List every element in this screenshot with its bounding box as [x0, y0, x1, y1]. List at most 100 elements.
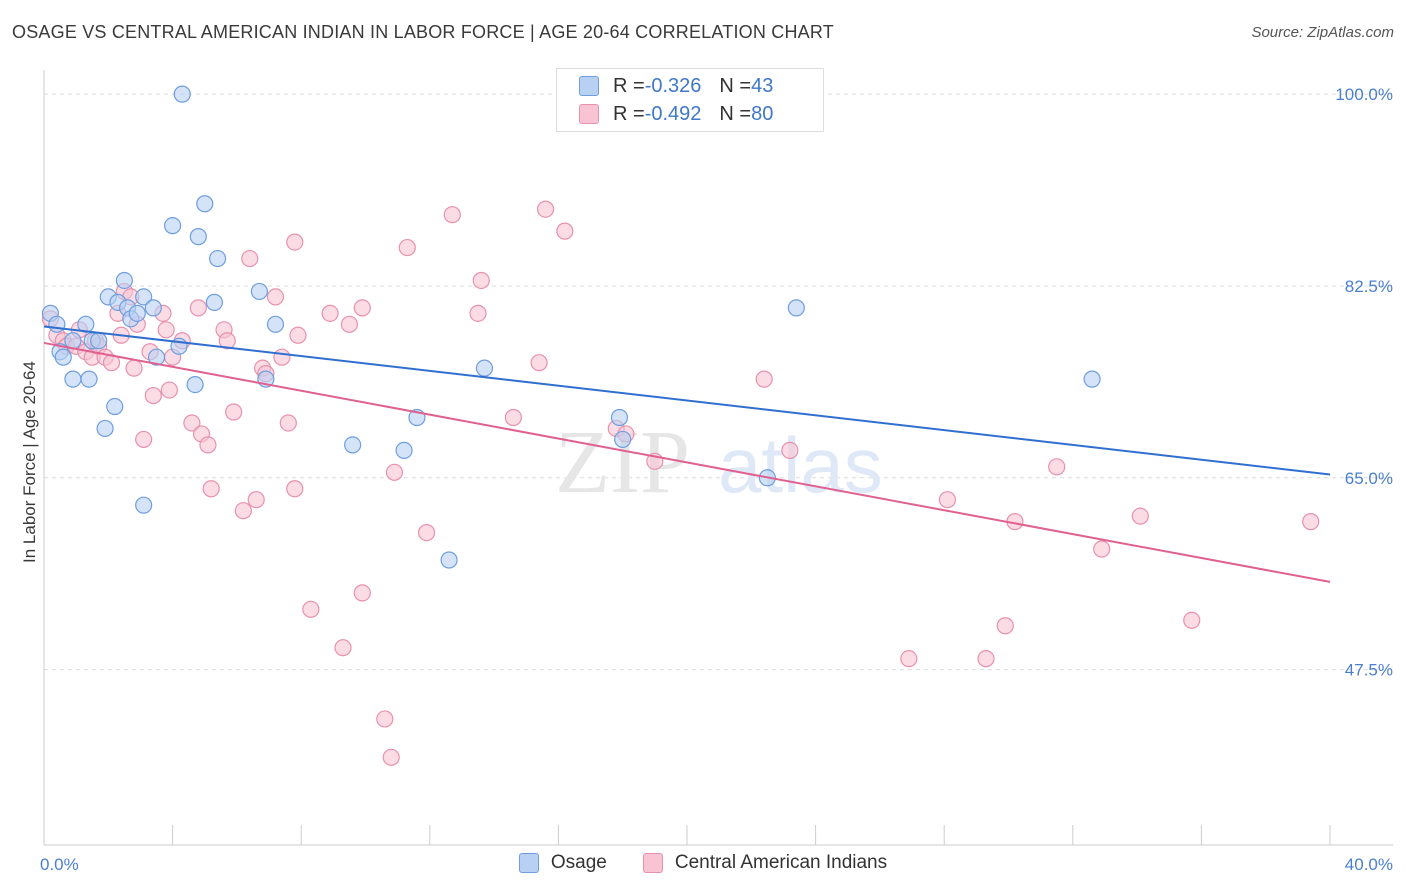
cai-point-52: [382, 748, 400, 766]
cai-point-27: [189, 299, 207, 317]
series-legend: Osage Central American Indians: [0, 852, 1406, 874]
cai-point-51: [376, 710, 394, 728]
source-credit: Source: ZipAtlas.com: [1251, 24, 1394, 41]
cai-point-60: [530, 354, 548, 372]
cai-point-23: [160, 381, 178, 399]
cai-legend-label: Central American Indians: [674, 852, 888, 873]
cai-point-68: [900, 650, 918, 668]
osage-point-5: [64, 370, 82, 388]
grid-lines: [44, 93, 1393, 671]
osage-point-18: [135, 288, 153, 306]
cai-trend-line: [43, 341, 1331, 583]
cai-n-value: 80: [751, 102, 774, 125]
cai-point-41: [279, 414, 297, 432]
cai-point-69: [938, 491, 957, 509]
cai-point-77: [1302, 513, 1320, 531]
osage-point-3: [54, 348, 72, 366]
osage-point-21: [147, 348, 166, 366]
watermark-atlas: atlas: [718, 421, 883, 509]
cai-point-39: [266, 288, 285, 306]
cai-point-58: [472, 271, 490, 290]
cai-point-66: [755, 370, 773, 388]
osage-n-label: N =: [719, 74, 752, 97]
cai-point-49: [353, 584, 371, 602]
cai-point-74: [1093, 540, 1111, 558]
cai-point-18: [135, 430, 153, 449]
tick-labels: 100.0% 82.5% 65.0% 47.5% 0.0% 40.0%: [40, 85, 1393, 874]
cai-point-56: [443, 206, 461, 224]
cai-legend-swatch: [642, 853, 663, 873]
osage-point-17: [128, 304, 146, 322]
cai-point-32: [218, 332, 236, 350]
cai-point-71: [996, 617, 1014, 635]
cai-point-76: [1183, 611, 1201, 629]
cai-point-35: [241, 249, 259, 268]
cai-point-61: [536, 200, 555, 218]
cai-point-50: [353, 299, 371, 317]
cai-point-67: [781, 441, 799, 459]
osage-point-30: [250, 282, 269, 301]
osage-point-33: [344, 436, 362, 454]
cai-point-20: [144, 386, 162, 405]
axes: [43, 70, 1393, 846]
y-tick-label-0: 100.0%: [1335, 85, 1393, 104]
legend-row-cai: R = -0.492 N = 80: [579, 101, 773, 127]
osage-point-12: [106, 397, 124, 416]
cai-point-44: [289, 326, 307, 344]
osage-n-value: 43: [751, 74, 774, 97]
legend-item-osage[interactable]: Osage: [518, 852, 607, 874]
osage-point-9: [90, 332, 108, 350]
osage-point-25: [186, 376, 204, 394]
y-tick-label-2: 65.0%: [1345, 469, 1393, 488]
osage-r-value: -0.326: [644, 74, 702, 97]
y-tick-label-1: 82.5%: [1345, 277, 1393, 296]
osage-point-20: [144, 299, 162, 317]
cai-point-45: [302, 600, 320, 618]
cai-swatch: [579, 104, 599, 124]
watermark: ZIP atlas: [555, 413, 883, 512]
cai-point-47: [334, 639, 352, 657]
x-tick-label-1: 40.0%: [1345, 855, 1393, 874]
cai-point-40: [273, 348, 291, 366]
cai-point-22: [157, 321, 175, 339]
cai-point-53: [385, 463, 404, 481]
osage-point-39: [614, 430, 632, 449]
cai-r-value: -0.492: [644, 102, 702, 125]
cai-point-42: [286, 480, 304, 498]
osage-trend-line: [43, 325, 1331, 476]
cai-point-36: [247, 491, 265, 509]
series-osage: [41, 85, 1101, 569]
cai-point-26: [183, 414, 201, 432]
osage-point-27: [196, 195, 214, 213]
cai-point-34: [234, 502, 252, 520]
osage-point-34: [395, 441, 413, 459]
cai-point-16: [125, 359, 143, 377]
osage-r-label: R =: [613, 74, 645, 97]
legend-item-cai[interactable]: Central American Indians: [642, 852, 888, 874]
y-tick-label-3: 47.5%: [1345, 661, 1393, 680]
cai-point-57: [469, 304, 487, 322]
cai-r-label: R =: [613, 102, 645, 125]
y-axis-label: In Labor Force | Age 20-64: [20, 361, 39, 563]
osage-legend-swatch: [518, 853, 539, 873]
osage-point-28: [205, 293, 223, 311]
osage-point-24: [173, 85, 191, 103]
cai-point-62: [556, 222, 574, 240]
cai-point-55: [417, 523, 436, 542]
osage-legend-label: Osage: [550, 852, 607, 873]
osage-point-42: [1083, 370, 1101, 388]
osage-point-36: [440, 551, 458, 569]
cai-point-43: [286, 233, 304, 251]
osage-point-14: [115, 271, 133, 290]
osage-point-37: [475, 359, 494, 377]
cai-point-54: [398, 238, 416, 257]
cai-n-label: N =: [719, 102, 752, 125]
chart-title: OSAGE VS CENTRAL AMERICAN INDIAN IN LABO…: [12, 22, 834, 42]
osage-point-29: [209, 249, 227, 268]
trend-lines: [43, 325, 1331, 583]
osage-point-38: [610, 408, 629, 427]
cai-point-29: [199, 436, 217, 454]
cai-point-70: [977, 650, 995, 668]
cai-point-59: [504, 408, 522, 427]
